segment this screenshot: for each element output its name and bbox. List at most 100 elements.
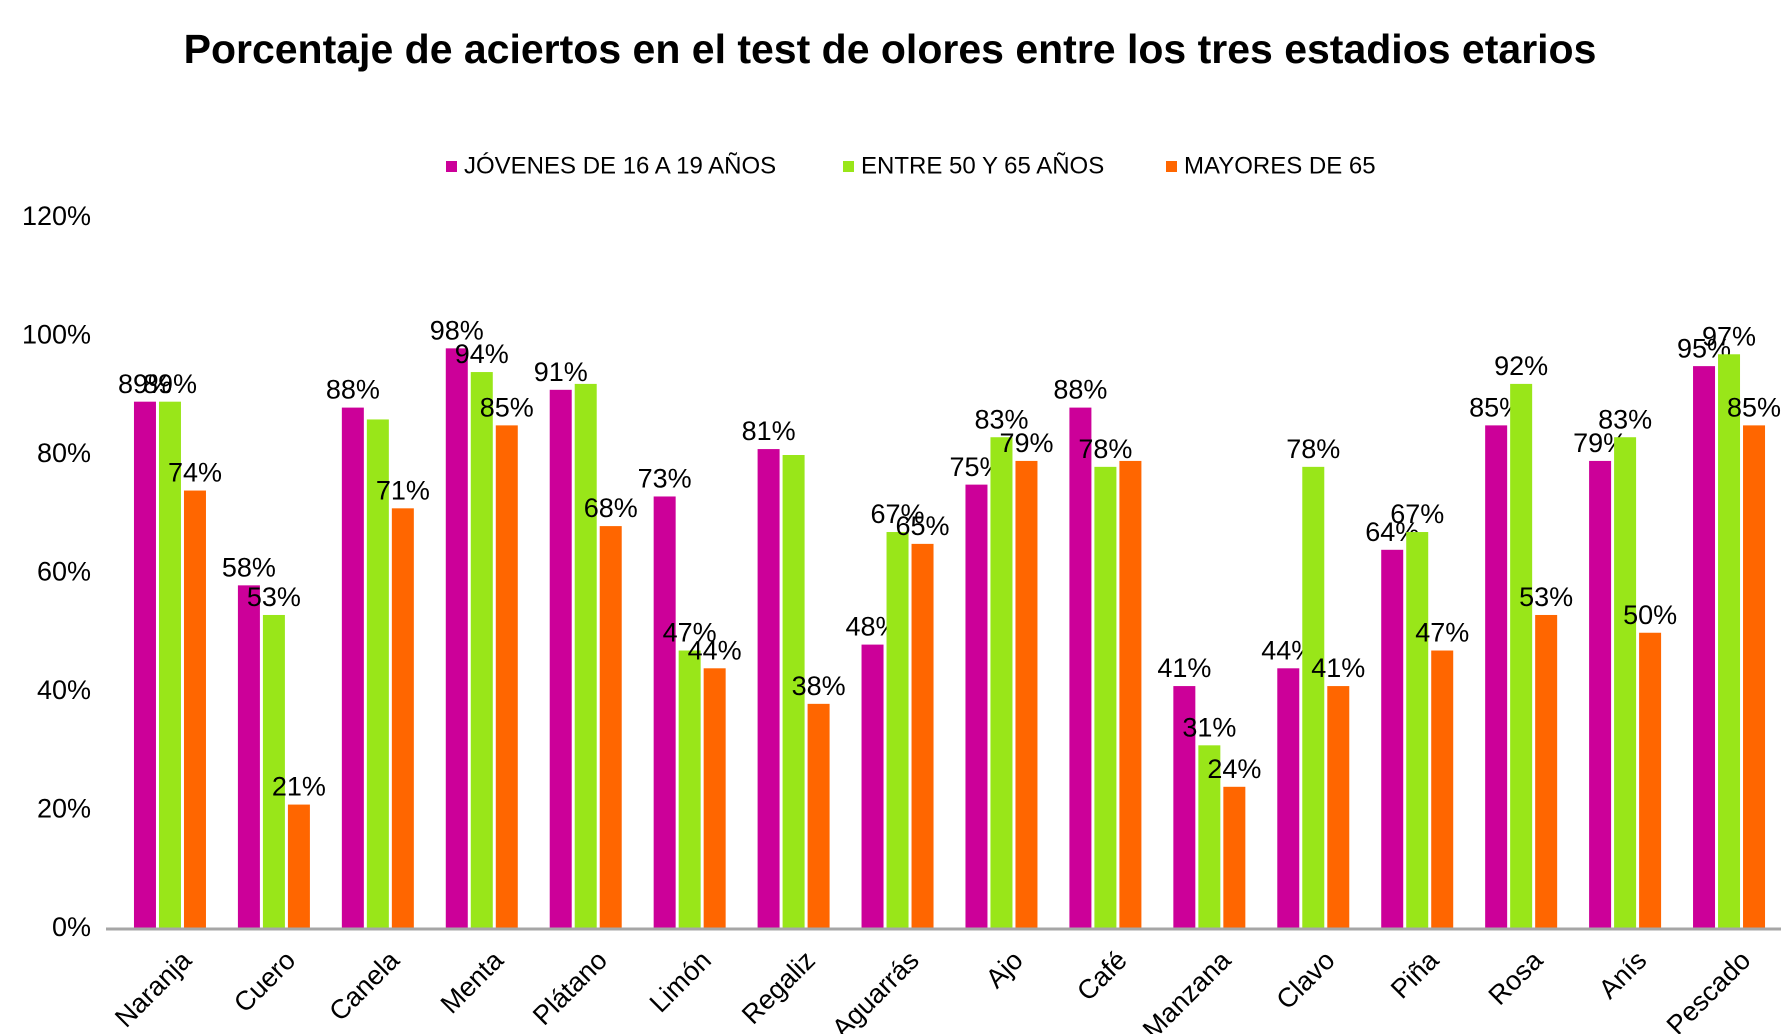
bar: [807, 703, 830, 929]
legend-swatch: [1166, 161, 1177, 172]
bar: [1015, 460, 1038, 929]
bar: [1119, 460, 1142, 929]
bar: [965, 484, 988, 929]
legend-swatch: [446, 161, 457, 172]
bar: [574, 383, 597, 929]
data-label: 58%: [222, 552, 276, 582]
data-label: 41%: [1311, 653, 1365, 683]
data-label: 85%: [1727, 393, 1781, 423]
y-tick-label: 80%: [37, 438, 91, 468]
data-label: 38%: [792, 671, 846, 701]
data-label: 21%: [272, 772, 326, 802]
y-tick-label: 40%: [37, 675, 91, 705]
bar: [1431, 650, 1454, 929]
data-label: 78%: [1286, 434, 1340, 464]
bar: [445, 348, 468, 930]
bar: [782, 455, 805, 929]
bar: [183, 490, 206, 929]
x-tick-label: Piña: [1385, 944, 1445, 1004]
data-label: 83%: [1598, 404, 1652, 434]
bar: [886, 532, 909, 929]
chart-title: Porcentaje de aciertos en el test de olo…: [183, 26, 1597, 72]
bar: [703, 668, 726, 929]
bar: [237, 585, 260, 929]
x-tick-label: Naranja: [109, 944, 198, 1033]
bar: [495, 425, 518, 929]
data-label: 89%: [118, 369, 172, 399]
y-tick-label: 0%: [52, 912, 91, 942]
bar: [341, 407, 364, 930]
data-label: 53%: [1519, 582, 1573, 612]
y-tick-label: 120%: [22, 201, 91, 231]
data-label: 92%: [1494, 351, 1548, 381]
bar: [1614, 437, 1637, 929]
data-label: 94%: [455, 339, 509, 369]
data-label: 65%: [896, 511, 950, 541]
y-tick-label: 20%: [37, 794, 91, 824]
bar: [366, 419, 389, 929]
x-tick-label: Cuero: [228, 945, 301, 1018]
y-tick-label: 100%: [22, 320, 91, 350]
data-label: 68%: [584, 493, 638, 523]
data-label: 47%: [1415, 618, 1469, 648]
legend-label: JÓVENES DE 16 A 19 AÑOS: [464, 152, 776, 179]
bar: [1693, 366, 1716, 929]
x-tick-label: Pescado: [1661, 945, 1757, 1034]
data-label: 81%: [742, 416, 796, 446]
data-label: 41%: [1157, 653, 1211, 683]
data-label: 91%: [534, 357, 588, 387]
bar: [1406, 532, 1429, 929]
data-label: 78%: [1078, 434, 1132, 464]
bar: [1510, 383, 1533, 929]
x-tick-label: Café: [1071, 945, 1133, 1007]
bar: [653, 496, 676, 929]
data-label: 85%: [480, 393, 534, 423]
bar: [158, 401, 181, 929]
data-label: 89%: [143, 369, 197, 399]
bar: [1173, 686, 1196, 929]
bar: [1718, 354, 1741, 929]
bar: [911, 543, 934, 929]
bar: [1639, 632, 1662, 929]
bar: [470, 372, 493, 929]
data-label: 73%: [638, 464, 692, 494]
x-tick-label: Limón: [644, 945, 717, 1018]
bar: [133, 401, 156, 929]
bar: [549, 389, 572, 929]
bar: [1589, 460, 1612, 929]
bar: [1381, 549, 1404, 929]
x-tick-label: Plátano: [527, 945, 613, 1031]
bar: [599, 526, 622, 929]
x-tick-label: Clavo: [1271, 945, 1341, 1015]
x-tick-label: Regaliz: [736, 945, 821, 1030]
bar: [1302, 466, 1325, 929]
data-label: 44%: [688, 635, 742, 665]
bar: [990, 437, 1013, 929]
data-label: 53%: [247, 582, 301, 612]
x-tick-label: Rosa: [1483, 944, 1549, 1010]
bar: [1223, 786, 1246, 929]
bar: [1485, 425, 1508, 929]
legend-label: MAYORES DE 65: [1184, 152, 1376, 179]
x-tick-label: Ajo: [980, 945, 1029, 994]
x-tick-label: Menta: [435, 944, 510, 1019]
x-tick-label: Canela: [323, 944, 405, 1026]
bar: [1743, 425, 1766, 929]
data-label: 47%: [663, 618, 717, 648]
data-label: 88%: [326, 375, 380, 405]
bar: [1094, 466, 1117, 929]
bar: [1069, 407, 1092, 930]
bar: [678, 650, 701, 929]
data-label: 71%: [376, 475, 430, 505]
bar: [391, 508, 414, 929]
data-label: 74%: [168, 458, 222, 488]
data-label: 88%: [1053, 375, 1107, 405]
data-label: 79%: [999, 428, 1053, 458]
data-label: 83%: [974, 404, 1028, 434]
bar: [861, 644, 884, 929]
data-label: 98%: [430, 315, 484, 345]
bar: [262, 614, 285, 929]
bar: [1327, 686, 1350, 929]
